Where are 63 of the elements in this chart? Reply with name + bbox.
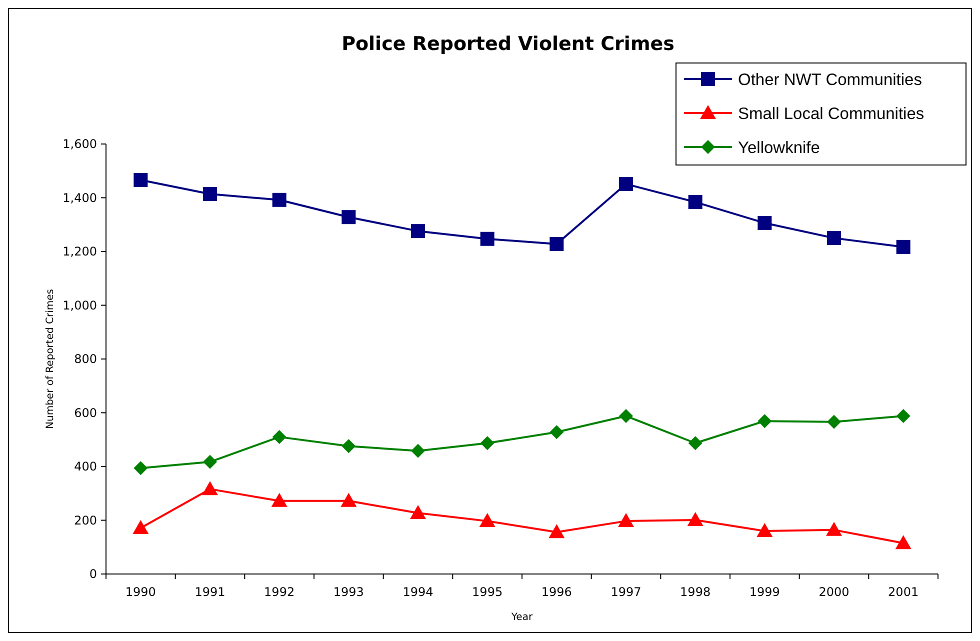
point <box>548 524 565 538</box>
y-tick-label: 1,600 <box>62 137 97 152</box>
point <box>132 520 149 534</box>
x-tick-label: 2001 <box>888 585 919 599</box>
x-tick-label: 1991 <box>194 585 226 599</box>
y-tick-label: 1,200 <box>62 244 97 259</box>
point <box>756 523 773 537</box>
point <box>688 436 702 450</box>
point <box>410 504 426 519</box>
point <box>411 224 425 238</box>
point <box>619 177 633 192</box>
point <box>826 522 842 536</box>
legend-label: Other NWT Communities <box>738 70 922 89</box>
y-tick-label: 400 <box>74 460 97 474</box>
point <box>203 186 217 201</box>
point <box>480 436 494 450</box>
point <box>203 454 217 469</box>
x-tick-label: 1994 <box>402 585 434 599</box>
point <box>619 408 633 423</box>
point <box>618 513 634 528</box>
x-tick-label: 1992 <box>264 585 295 599</box>
point <box>896 408 910 423</box>
x-axis-title: Year <box>510 612 534 623</box>
point <box>202 481 218 496</box>
point <box>688 195 702 210</box>
y-tick-label: 1,000 <box>62 298 97 312</box>
point <box>896 240 910 254</box>
y-tick-label: 800 <box>74 352 97 366</box>
point <box>340 492 357 507</box>
point <box>480 232 494 246</box>
point <box>758 216 772 230</box>
point <box>342 210 356 224</box>
point <box>272 192 286 207</box>
x-tick-label: 1990 <box>125 585 156 599</box>
point <box>272 430 286 444</box>
point <box>895 535 912 550</box>
point <box>479 513 496 528</box>
x-tick-label: 1995 <box>472 585 503 599</box>
x-tick-label: 2000 <box>818 585 850 599</box>
point <box>411 444 425 458</box>
x-tick-label: 1998 <box>680 585 711 599</box>
chart-title: Police Reported Violent Crimes <box>342 33 674 55</box>
point <box>758 414 772 428</box>
point <box>550 236 564 251</box>
point <box>342 439 356 454</box>
x-tick-label: 1999 <box>749 585 780 599</box>
y-axis-title: Number of Reported Crimes <box>45 289 56 429</box>
y-tick-label: 600 <box>74 406 97 420</box>
legend-label: Small Local Communities <box>738 104 924 123</box>
point <box>827 231 841 246</box>
point <box>134 173 148 188</box>
x-tick-label: 1996 <box>541 585 572 599</box>
y-tick-label: 200 <box>74 513 97 528</box>
y-tick-label: 0 <box>89 567 97 582</box>
point <box>827 414 841 429</box>
y-tick-label: 1,400 <box>62 190 97 205</box>
point <box>271 492 288 507</box>
point <box>687 512 704 526</box>
x-tick-label: 1993 <box>333 585 364 599</box>
x-tick-label: 1997 <box>610 585 642 599</box>
legend-label: Yellowknife <box>738 138 820 157</box>
point <box>550 425 564 440</box>
point <box>134 461 148 476</box>
